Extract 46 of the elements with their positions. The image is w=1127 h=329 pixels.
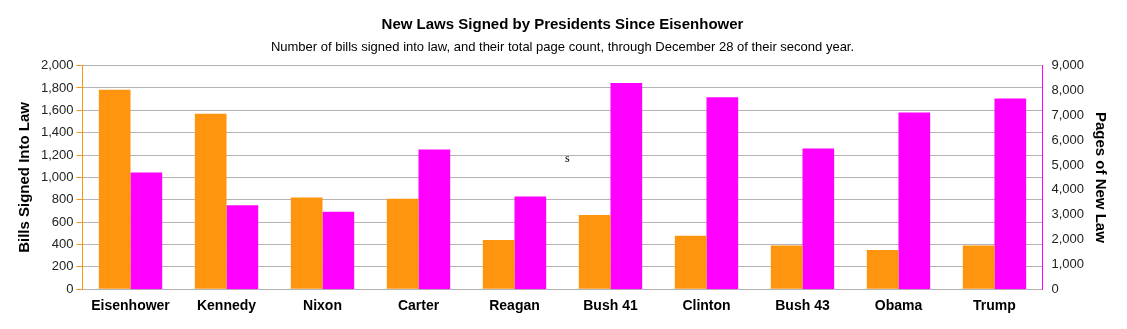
y-tick-label: 200 xyxy=(51,258,74,274)
y2-tick-label: 5,000 xyxy=(1051,156,1085,172)
y-tick-label: 1,400 xyxy=(40,124,74,140)
y2-tick-label: 4,000 xyxy=(1051,181,1085,197)
y-tick-label: 1,200 xyxy=(40,146,74,162)
x-tick-label: Obama xyxy=(874,297,923,314)
x-tick-label: Bush 43 xyxy=(775,297,830,314)
bar xyxy=(802,148,835,290)
x-tick-label: Reagan xyxy=(489,297,540,314)
y2-tick-label: 8,000 xyxy=(1051,82,1085,98)
y2-tick-label: 9,000 xyxy=(1051,57,1085,73)
chart-subtitle: Number of bills signed into law, and their total page count, through December 28 of their second year. xyxy=(270,39,855,55)
y2-tick-label: 2,000 xyxy=(1051,231,1085,247)
bar xyxy=(898,112,931,290)
x-tick-label: Kennedy xyxy=(196,297,257,314)
y-tick-label: 2,000 xyxy=(40,57,74,73)
x-tick-label: Carter xyxy=(397,297,440,314)
y-tick-label: 800 xyxy=(51,191,74,207)
y-tick-label: 1,600 xyxy=(40,101,74,117)
chart-title: New Laws Signed by Presidents Since Eisenhower xyxy=(381,15,744,33)
x-tick-label: Eisenhower xyxy=(91,297,171,314)
y-tick-label: 400 xyxy=(51,236,74,252)
bar xyxy=(962,245,995,289)
bar xyxy=(706,97,739,290)
bar xyxy=(994,98,1027,290)
x-tick-label: Bush 41 xyxy=(583,297,638,314)
y-tick-label: 1,000 xyxy=(40,168,74,184)
annotation: s xyxy=(564,150,570,165)
x-tick-label: Nixon xyxy=(303,297,342,314)
bar xyxy=(674,235,707,289)
y-axis-title: Bills Signed Into Law xyxy=(15,101,33,253)
y2-tick-label: 6,000 xyxy=(1051,131,1085,147)
bar xyxy=(866,249,899,289)
bar xyxy=(610,82,643,290)
x-tick-label: Clinton xyxy=(682,297,731,314)
y2-tick-label: 7,000 xyxy=(1051,106,1085,122)
y2-tick-label: 3,000 xyxy=(1051,206,1085,222)
y-tick-label: 1,800 xyxy=(40,79,74,95)
y2-tick-label: 0 xyxy=(1051,280,1059,296)
bar xyxy=(194,113,227,289)
y-tick-label: 0 xyxy=(66,280,74,296)
y2-tick-label: 1,000 xyxy=(1051,255,1085,271)
y2-axis-title: Pages of New Law xyxy=(1092,111,1110,244)
x-tick-label: Trump xyxy=(973,297,1016,314)
bar xyxy=(770,245,803,289)
y-tick-label: 600 xyxy=(51,213,74,229)
